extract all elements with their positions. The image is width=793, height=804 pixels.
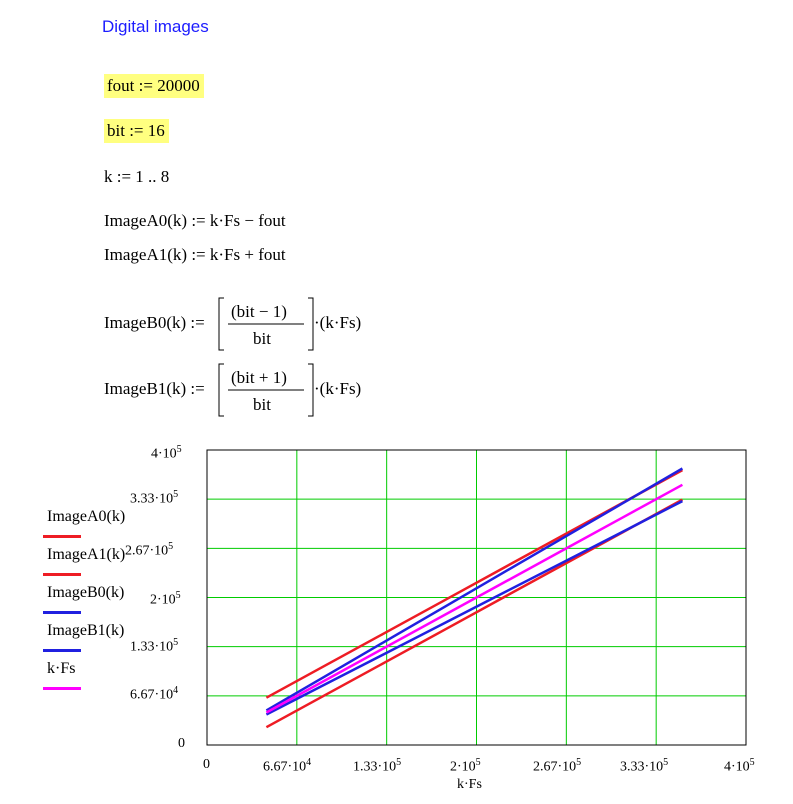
imageB0-lhs: ImageB0(k) := (104, 313, 205, 332)
legend-swatch (43, 573, 81, 576)
x-tick-label: 2.67·105 (533, 757, 582, 775)
series-line-imageb0k (265, 499, 683, 716)
legend-label: ImageB0(k) (47, 584, 125, 601)
k-range-definition[interactable]: k := 1 .. 8 (104, 167, 170, 186)
imageB0-bracket (218, 297, 314, 351)
y-tick-label: 6.67·104 (130, 685, 179, 703)
legend-label: ImageA1(k) (47, 546, 126, 563)
y-tick-label: 0 (178, 736, 185, 751)
legend-label: ImageB1(k) (47, 622, 125, 639)
plot-series (265, 467, 684, 729)
series-line-imageb1k (265, 467, 684, 712)
imageB1-denominator: bit (253, 395, 271, 414)
legend-swatch (43, 687, 81, 690)
imageA0-definition[interactable]: ImageA0(k) := k·Fs − fout (104, 211, 286, 230)
imageA1-definition[interactable]: ImageA1(k) := k·Fs + fout (104, 245, 286, 264)
imageB0-rhs: ·(k·Fs) (314, 313, 362, 332)
bit-definition[interactable]: bit := 16 (104, 119, 169, 143)
x-tick-label: 2·105 (450, 757, 481, 775)
y-tick-label: 3.33·105 (130, 489, 179, 507)
x-tick-label: 3.33·105 (620, 757, 669, 775)
x-tick-label: 0 (203, 757, 210, 772)
imageB1-definition[interactable]: ImageB1(k) := (bit + 1) bit ·(k·Fs) (104, 362, 404, 418)
y-tick-label: 2·105 (150, 590, 181, 608)
imageB1-lhs: ImageB1(k) := (104, 379, 205, 398)
legend-swatch (43, 611, 81, 614)
fout-definition[interactable]: fout := 20000 (104, 74, 204, 98)
imageB0-definition[interactable]: ImageB0(k) := (bit − 1) bit ·(k·Fs) (104, 296, 404, 352)
imageB1-rhs: ·(k·Fs) (314, 379, 362, 398)
y-tick-label: 2.67·105 (125, 541, 174, 559)
x-axis-label: k·Fs (457, 777, 482, 792)
fout-highlight: fout := 20000 (104, 74, 204, 98)
series-line-kfs (265, 483, 684, 714)
legend-swatch (43, 649, 81, 652)
legend-label: k·Fs (47, 660, 76, 677)
imageB1-bracket (218, 363, 314, 417)
imageB0-denominator: bit (253, 329, 271, 348)
legend-label: ImageA0(k) (47, 508, 126, 525)
x-tick-label: 4·105 (724, 757, 755, 775)
plot-frame (206, 449, 747, 746)
page-heading: Digital images (102, 17, 209, 36)
y-tick-label: 1.33·105 (130, 637, 179, 655)
x-tick-label: 6.67·104 (263, 757, 312, 775)
x-tick-label: 1.33·105 (353, 757, 402, 775)
y-tick-label: 4·105 (151, 444, 182, 462)
imageB0-numerator: (bit − 1) (231, 302, 287, 321)
bit-highlight: bit := 16 (104, 119, 169, 143)
imageB1-numerator: (bit + 1) (231, 368, 287, 387)
legend-swatch (43, 535, 81, 538)
